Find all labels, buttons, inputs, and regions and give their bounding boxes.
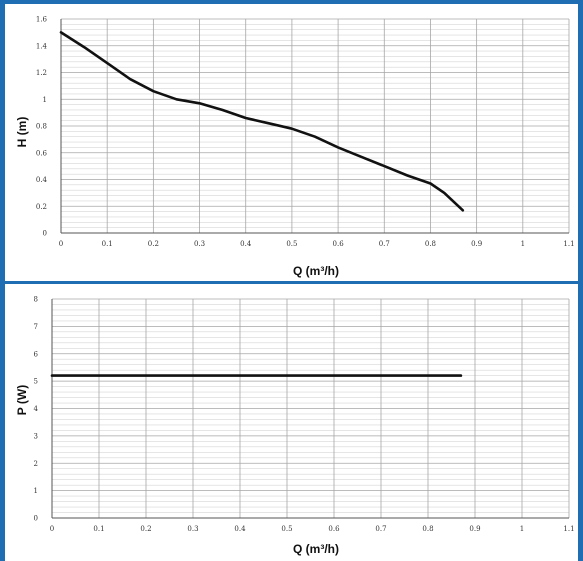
x-tick-label: 0.4 bbox=[240, 240, 252, 248]
series-layer bbox=[59, 31, 465, 212]
x-tick-label: 1.1 bbox=[563, 240, 574, 248]
y-tick-label: 0.8 bbox=[36, 123, 47, 131]
x-tick-labels: 0 0.1 0.2 0.3 0.4 0.5 0.6 0.7 0.8 0.9 1 1.1 bbox=[59, 240, 575, 248]
x-axis-title: Q (m³/h) bbox=[293, 264, 339, 278]
x-tick-label: 0.7 bbox=[379, 240, 390, 248]
axes bbox=[60, 19, 569, 234]
x-tick-label: 1 bbox=[521, 240, 525, 248]
panel-divider bbox=[5, 281, 578, 284]
x-tick-label: 0.5 bbox=[286, 240, 297, 248]
x-tick-label: 0.1 bbox=[102, 240, 113, 248]
x-tick-label: 0.3 bbox=[194, 240, 205, 248]
y-tick-label: 0.4 bbox=[36, 176, 48, 184]
x-tick-label: 0.2 bbox=[148, 240, 159, 248]
series-line-0 bbox=[59, 31, 465, 212]
y-tick-labels: 0 0.2 0.4 0.6 0.8 1 1.2 1.4 1.6 bbox=[36, 16, 48, 238]
x-tick-label: 0.9 bbox=[471, 240, 482, 248]
y-tick-label: 0.2 bbox=[36, 203, 47, 211]
x-tick-label: 0 bbox=[59, 240, 63, 248]
head-curve-chart: 0 0.1 0.2 0.3 0.4 0.5 0.6 0.7 0.8 0.9 1 1.1 0 0.2 0.4… bbox=[15, 16, 575, 279]
y-tick-label: 1.4 bbox=[36, 42, 48, 50]
minor-grid bbox=[61, 24, 569, 228]
y-tick-label: 1 bbox=[43, 96, 47, 104]
y-tick-label: 1.2 bbox=[36, 69, 47, 77]
x-tick-label: 0.8 bbox=[425, 240, 436, 248]
y-tick-label: 0.6 bbox=[36, 149, 48, 157]
x-tick-label: 0.6 bbox=[333, 240, 345, 248]
y-tick-label: 1.6 bbox=[36, 16, 48, 24]
y-axis-title: H (m) bbox=[15, 117, 29, 148]
y-tick-label: 0 bbox=[43, 230, 47, 238]
